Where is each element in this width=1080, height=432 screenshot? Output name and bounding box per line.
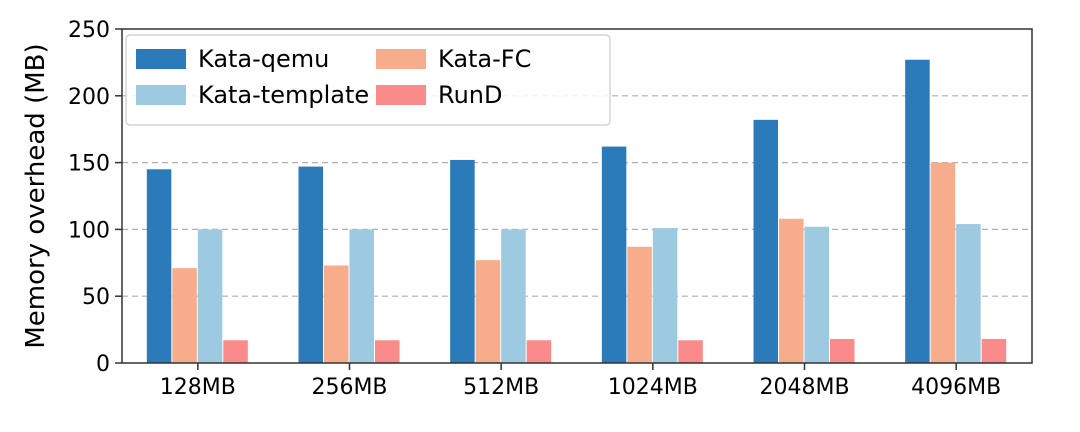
y-tick-label: 200 [68, 85, 110, 110]
x-tick-label: 2048MB [759, 375, 849, 400]
y-tick-label: 250 [68, 18, 110, 43]
y-tick-label: 150 [68, 152, 110, 177]
bar-kata-template-1024mb [652, 228, 678, 363]
y-axis-ticks: 0 50 100 150 200 250 [68, 18, 122, 377]
y-axis-label: Memory overhead (MB) [21, 43, 51, 348]
plot-frame [121, 28, 1033, 364]
legend-label: Kata-qemu [198, 45, 329, 73]
y-tick-label: 50 [82, 285, 110, 310]
bar-rund-1024mb [678, 340, 703, 363]
legend: Kata-qemu Kata-template Kata-FC RunD [125, 34, 611, 126]
legend-box [125, 34, 611, 126]
legend-label: Kata-FC [438, 45, 531, 73]
bar-kata-fc-1024mb [627, 246, 652, 363]
bar-kata-qemu-512mb [450, 159, 475, 363]
x-axis-ticks: 128MB 256MB 512MB 1024MB 2048MB 4096MB [160, 363, 1001, 400]
x-tick-label: 1024MB [608, 375, 698, 400]
x-tick-label: 256MB [311, 375, 387, 400]
bar-kata-fc-128mb [172, 268, 197, 363]
x-tick-label: 4096MB [911, 375, 1001, 400]
legend-swatch [136, 85, 186, 105]
bar-kata-qemu-128mb [146, 169, 172, 363]
bar-kata-template-4096mb [956, 224, 981, 363]
bar-rund-2048mb [830, 338, 855, 363]
x-tick-label: 512MB [463, 375, 539, 400]
bar-kata-template-256mb [349, 229, 374, 363]
bar-rund-128mb [223, 340, 248, 363]
bar-kata-fc-512mb [475, 260, 501, 363]
grid-lines [122, 95, 1032, 297]
y-tick-label: 0 [96, 352, 110, 377]
bar-kata-fc-4096mb [930, 162, 956, 363]
bar-kata-template-128mb [197, 229, 223, 363]
bar-rund-256mb [375, 340, 400, 363]
bar-rund-512mb [526, 340, 552, 363]
bar-kata-template-512mb [501, 229, 526, 363]
legend-swatch [376, 85, 426, 105]
y-tick-label: 100 [68, 218, 110, 243]
legend-swatch [376, 49, 426, 69]
legend-label: RunD [438, 81, 503, 109]
x-tick-label: 128MB [160, 375, 236, 400]
bar-kata-qemu-2048mb [753, 119, 778, 364]
bars [146, 59, 1007, 364]
bar-kata-fc-256mb [324, 265, 349, 363]
bar-kata-fc-2048mb [779, 218, 804, 363]
bar-kata-qemu-1024mb [601, 146, 627, 363]
legend-label: Kata-template [198, 81, 369, 109]
bar-kata-template-2048mb [804, 226, 829, 363]
bar-rund-4096mb [981, 338, 1007, 363]
bar-kata-qemu-256mb [298, 166, 323, 363]
bar-kata-qemu-4096mb [905, 59, 930, 364]
legend-swatch [136, 49, 186, 69]
